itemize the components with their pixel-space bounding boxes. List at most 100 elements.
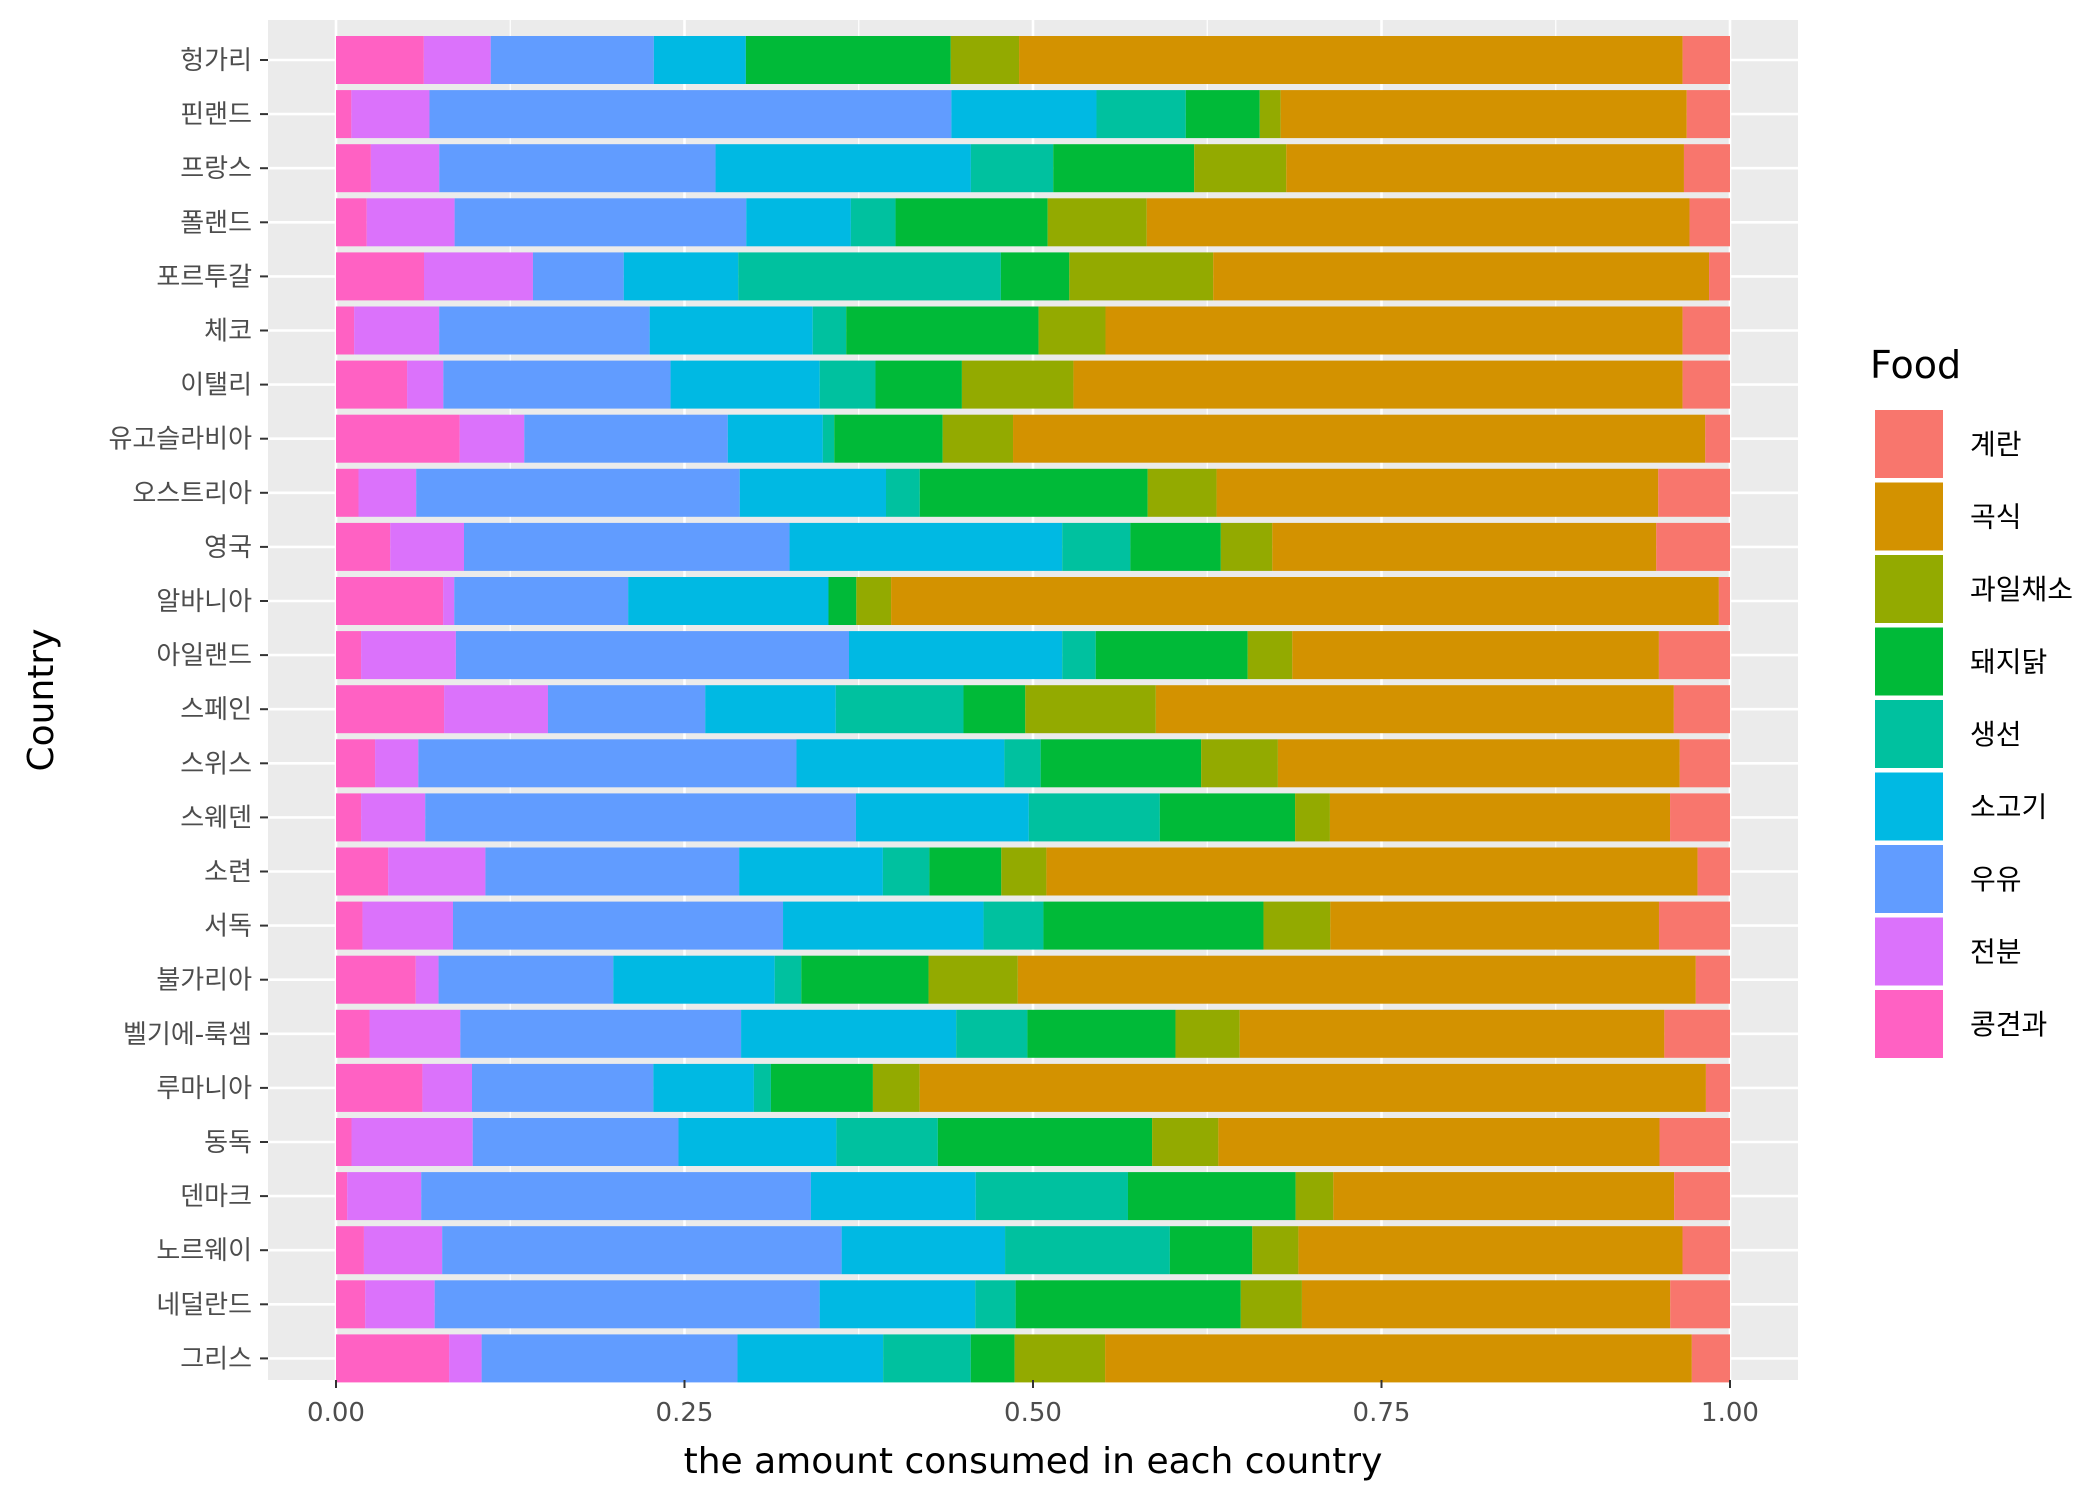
bar-segment (970, 144, 1054, 193)
bar-segment (1169, 1226, 1253, 1275)
legend-label: 과일채소 (1970, 573, 2073, 606)
y-tick-label: 포르투갈 (156, 262, 252, 292)
bar-segment (1105, 306, 1683, 355)
bar-segment (347, 1172, 422, 1221)
bar-segment (970, 1334, 1015, 1383)
bar-segment (1069, 252, 1214, 301)
bar-segment (1263, 901, 1331, 950)
bar-segment (1127, 1172, 1296, 1221)
bar-segment (649, 306, 813, 355)
bar-segment (937, 1118, 1153, 1166)
bar-segment (439, 144, 716, 193)
y-tick-label: 소련 (204, 858, 252, 888)
bar-segment (336, 1118, 352, 1166)
bar-segment (950, 36, 1020, 84)
bar-segment (1659, 1118, 1730, 1166)
bar-segment (810, 1172, 976, 1221)
bar-segment (928, 955, 1018, 1004)
bar-segment (336, 144, 371, 193)
bar-segment (770, 1063, 873, 1112)
bar-segment (1073, 360, 1683, 409)
bar-segment (336, 793, 362, 842)
bar-segment (361, 793, 426, 842)
bar-segment (388, 847, 486, 896)
bar-segment (1028, 793, 1160, 842)
bar-segment (753, 1063, 771, 1112)
bar-segment (336, 90, 352, 139)
bar-segment (361, 631, 456, 680)
bar-segment (613, 955, 775, 1004)
bar-segment (1718, 577, 1730, 625)
legend-key (1875, 990, 1943, 1058)
bar-segment (336, 306, 355, 355)
bar-segment (444, 685, 548, 734)
bar-segment (463, 522, 790, 571)
bar-segment (783, 901, 984, 950)
bar-segment (375, 739, 419, 788)
bar-segment (774, 955, 802, 1004)
bar-segment (855, 793, 1029, 842)
bar-segment (1682, 360, 1730, 409)
bar-segment (472, 1118, 679, 1166)
y-tick-label: 핀랜드 (180, 100, 252, 130)
bar-segment (846, 306, 1039, 355)
bar-segment (886, 468, 920, 517)
bar-segment (983, 901, 1044, 950)
bar-segment (454, 198, 747, 247)
y-tick-label: 프랑스 (180, 154, 252, 184)
bar-segment (1155, 685, 1674, 734)
bar-segment (1013, 414, 1706, 463)
bar-segment (975, 1172, 1128, 1221)
legend-key (1875, 410, 1943, 478)
bar-segment (1301, 1280, 1671, 1329)
y-axis: 헝가리핀랜드프랑스폴랜드포르투갈체코이탤리유고슬라비아오스트리아영국알바니아아일… (108, 46, 268, 1374)
bar-segment (951, 90, 1097, 139)
bar-segment (891, 577, 1719, 625)
y-tick-label: 폴랜드 (180, 208, 252, 238)
y-tick-label: 체코 (204, 317, 252, 347)
bar-segment (443, 577, 455, 625)
x-tick-label: 0.75 (1353, 1398, 1411, 1428)
y-tick-label: 서독 (204, 912, 252, 942)
bar-segment (812, 306, 847, 355)
bar-segment (442, 1226, 842, 1275)
bar-segment (746, 198, 851, 247)
legend-key (1875, 700, 1943, 768)
bar-segment (1682, 1226, 1730, 1275)
bar-segment (1152, 1118, 1219, 1166)
bar-segment (1329, 793, 1671, 842)
y-tick-label: 루마니아 (156, 1074, 252, 1104)
bar-segment (1277, 739, 1680, 788)
y-tick-label: 이탤리 (180, 371, 252, 401)
bar-segment (369, 1009, 461, 1058)
bar-segment (895, 198, 1048, 247)
bar-segment (485, 847, 740, 896)
bar-segment (1062, 631, 1096, 680)
bar-segment (336, 1063, 423, 1112)
bar-segment (336, 414, 460, 463)
bar-segment (1295, 793, 1330, 842)
legend-label: 생선 (1970, 718, 2022, 751)
bar-segment (1705, 1063, 1730, 1112)
bar-segment (336, 955, 416, 1004)
bar-segment (653, 1063, 754, 1112)
bar-segment (1001, 847, 1047, 896)
bar-segment (789, 522, 1063, 571)
bar-segment (1664, 1009, 1730, 1058)
x-axis: 0.00 0.25 0.50 0.75 1.00 (307, 1380, 1759, 1428)
bar-segment (351, 1118, 473, 1166)
bar-segment (1046, 847, 1698, 896)
bar-segment (1674, 1172, 1730, 1221)
bar-segment (828, 577, 857, 625)
bar-segment (1658, 631, 1730, 680)
bar-segment (739, 847, 883, 896)
bar-segment (745, 36, 951, 84)
bar-segment (961, 360, 1074, 409)
bar-segment (882, 847, 930, 896)
bar-segment (1130, 522, 1221, 571)
bar-segment (415, 955, 439, 1004)
y-tick-label: 덴마크 (180, 1182, 252, 1212)
bar-segment (1670, 1280, 1730, 1329)
legend-key (1875, 772, 1943, 841)
